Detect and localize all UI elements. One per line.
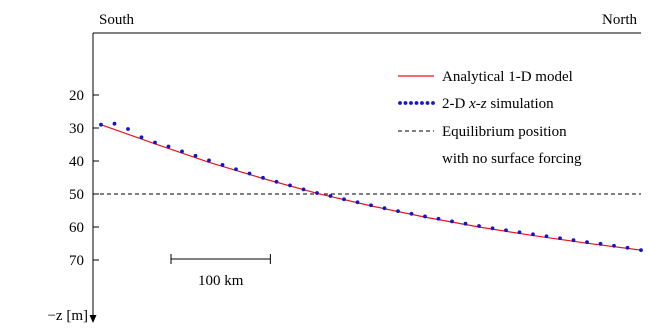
simulation-point <box>153 140 157 145</box>
y-tick-label: 70 <box>69 253 84 269</box>
simulation-point <box>301 187 306 192</box>
simulation-point <box>166 144 171 149</box>
simulation-point <box>544 234 549 239</box>
simulation-point <box>409 211 414 216</box>
legend-dot <box>414 101 419 105</box>
simulation-point <box>288 183 292 188</box>
legend-dot <box>403 101 408 105</box>
legend-label-simulation-dash: - <box>476 96 481 112</box>
simulation-point <box>193 153 198 158</box>
simulation-point <box>234 167 238 172</box>
simulation-point <box>639 248 643 253</box>
simulation-point <box>625 245 630 250</box>
legend: Analytical 1-D model 2-D x-z simulation … <box>398 69 582 167</box>
y-tick-label: 40 <box>69 154 84 170</box>
simulation-point <box>396 209 400 214</box>
y-tick-label: 20 <box>69 88 84 104</box>
legend-label-simulation-part: 2-D <box>442 96 469 112</box>
simulation-point <box>99 122 103 127</box>
scale-bar-label: 100 km <box>198 273 244 289</box>
simulation-point <box>369 203 373 208</box>
legend-label-equilibrium-line2: with no surface forcing <box>442 151 582 167</box>
simulation-point <box>112 121 117 126</box>
simulation-point <box>477 224 481 228</box>
label-south: South <box>99 12 135 28</box>
simulation-point <box>450 219 454 224</box>
simulation-point <box>504 228 508 233</box>
legend-dot <box>420 101 424 105</box>
simulation-point <box>315 191 319 195</box>
simulation-point <box>490 226 495 231</box>
label-north: North <box>602 12 637 28</box>
simulation-point <box>612 243 616 248</box>
simulation-point <box>517 230 522 235</box>
series-analytical-line <box>100 124 642 251</box>
simulation-point <box>247 171 252 176</box>
y-axis-label: −z [m] <box>47 308 88 324</box>
simulation-point <box>126 127 130 131</box>
legend-dot <box>425 101 430 105</box>
simulation-point <box>423 214 427 219</box>
y-tick-label: 30 <box>69 121 84 137</box>
legend-label-equilibrium-line1: Equilibrium position <box>442 124 567 140</box>
simulation-point <box>207 158 211 163</box>
legend-dot <box>409 101 413 105</box>
simulation-point <box>220 163 225 167</box>
simulation-point <box>328 194 333 198</box>
simulation-point <box>355 200 360 205</box>
y-tick-label: 60 <box>69 220 84 236</box>
simulation-point <box>382 206 387 211</box>
simulation-point <box>558 236 562 241</box>
legend-label-simulation: 2-D x-z simulation <box>442 96 554 112</box>
simulation-point <box>531 232 535 237</box>
simulation-point <box>274 179 279 184</box>
legend-dot <box>398 101 402 105</box>
legend-label-simulation-x: x <box>468 96 476 112</box>
simulation-point <box>342 197 346 202</box>
scale-bar: 100 km <box>170 254 271 289</box>
simulation-point <box>436 216 441 221</box>
series-simulation-points <box>99 121 643 253</box>
legend-label-simulation-rest: simulation <box>487 96 555 112</box>
simulation-point <box>180 149 184 154</box>
simulation-point <box>463 221 468 226</box>
simulation-point <box>598 241 603 246</box>
legend-swatch-simulation <box>398 101 435 105</box>
simulation-point <box>261 175 265 180</box>
legend-dot <box>431 101 435 105</box>
simulation-point <box>571 238 576 243</box>
legend-label-analytical: Analytical 1-D model <box>442 69 573 85</box>
simulation-point <box>139 135 144 140</box>
y-axis-arrowhead <box>89 315 97 323</box>
legend-label-simulation-z: z <box>480 96 487 112</box>
y-tick-label: 50 <box>69 187 84 203</box>
simulation-point <box>585 240 589 245</box>
